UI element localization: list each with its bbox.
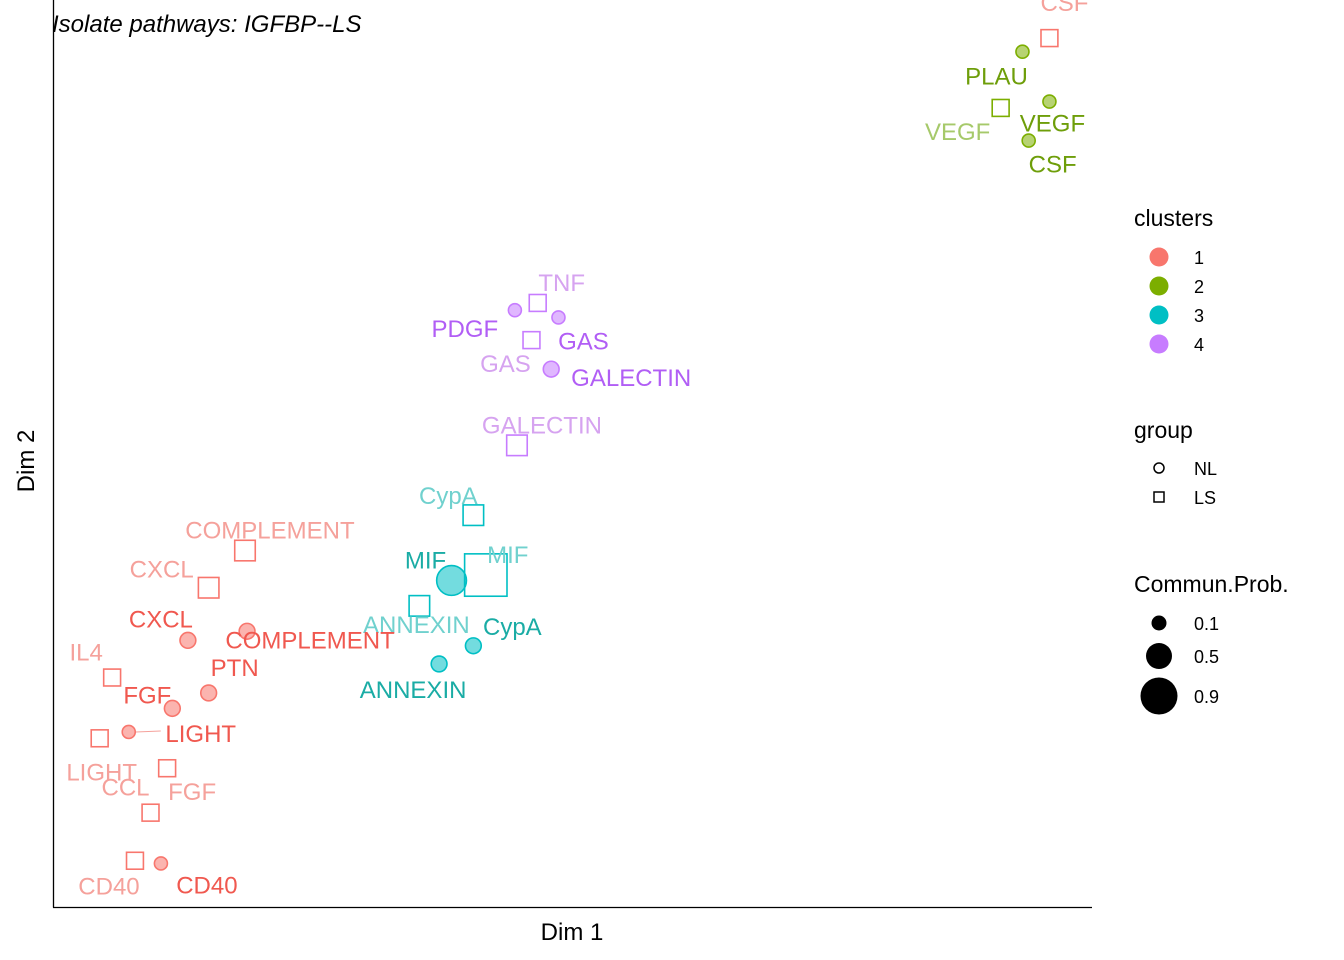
point-label: TNF	[538, 270, 585, 297]
point-csf-ls	[1040, 28, 1059, 48]
point-label: LIGHT	[66, 759, 137, 786]
point-label: GALECTIN	[571, 365, 691, 392]
legend-size-label: 0.1	[1194, 614, 1219, 634]
point-fgf-ls	[157, 758, 177, 778]
point-pdgf-nl	[507, 302, 523, 318]
legend-cluster-swatch	[1149, 247, 1169, 267]
point-tnf-ls	[528, 293, 547, 313]
point-plau-nl	[1015, 44, 1030, 59]
point-label: CypA	[419, 483, 478, 510]
point-galectin-nl	[542, 360, 560, 378]
point-label: IL4	[69, 640, 102, 667]
legend-cluster-label: 1	[1194, 248, 1204, 268]
point-label: VEGF	[925, 119, 990, 146]
point-mif-nl	[435, 564, 468, 597]
y-axis-label: Dim 2	[13, 430, 40, 493]
point-label: CXCL	[129, 606, 193, 633]
point-label: CCL	[102, 775, 150, 802]
plot-marks	[90, 28, 1059, 871]
point-label: GALECTIN	[482, 412, 602, 439]
legend-size-title: Commun.Prob.	[1134, 571, 1289, 597]
point-annexin-nl	[430, 655, 448, 673]
plot-labels: CSF PLAU VEGF VEGF CSF TNF PDGF GAS GAS GALECTIN G…	[66, 0, 1088, 901]
point-cypa-nl	[464, 637, 483, 655]
point-complement-ls	[233, 539, 257, 562]
legend-size-swatch	[1140, 677, 1178, 715]
legend-size-label: 0.5	[1194, 647, 1219, 667]
point-label: PTN	[211, 655, 259, 682]
legend-group-label: LS	[1194, 488, 1216, 508]
legend-group-square-icon	[1153, 491, 1165, 503]
legend-group-circle-icon	[1153, 462, 1165, 474]
point-label: MIF	[405, 547, 446, 574]
legend: clusters 1 2 3 4 group NL LS Commun.Prob. 0.…	[1134, 205, 1289, 715]
point-label: CSF	[1029, 152, 1077, 179]
point-label: MIF	[487, 542, 528, 569]
legend-cluster-label: 3	[1194, 306, 1204, 326]
point-label: COMPLEMENT	[225, 627, 395, 654]
point-label: PDGF	[432, 316, 499, 343]
legend-group-label: NL	[1194, 459, 1217, 479]
legend-cluster-swatch	[1149, 276, 1169, 296]
point-label: PLAU	[965, 64, 1028, 91]
legend-size-swatch	[1146, 643, 1172, 669]
label-connector	[135, 730, 161, 733]
point-label: LIGHT	[165, 721, 236, 748]
legend-cluster-swatch	[1149, 334, 1169, 354]
point-label: FGF	[168, 779, 216, 806]
point-label: FGF	[123, 682, 171, 709]
legend-size-swatch	[1151, 615, 1167, 631]
chart-title: Isolate pathways: IGFBP--LS	[52, 11, 361, 38]
point-label: CD40	[78, 874, 139, 901]
legend-clusters-title: clusters	[1134, 205, 1213, 231]
point-complement-nl	[238, 622, 256, 640]
point-annexin-ls	[408, 594, 431, 617]
point-label: CXCL	[130, 557, 194, 584]
point-galectin-ls	[505, 434, 529, 457]
point-label: GAS	[480, 351, 531, 378]
point-csf-nl	[1021, 133, 1036, 148]
point-cd40-nl	[153, 856, 169, 871]
point-ptn-nl	[199, 684, 218, 702]
point-ccl-ls	[141, 803, 160, 822]
point-light-nl	[121, 724, 137, 740]
x-axis-label: Dim 1	[541, 919, 604, 946]
point-gas-nl	[551, 310, 566, 325]
point-cypa-ls	[462, 504, 485, 527]
legend-size-label: 0.9	[1194, 687, 1219, 707]
legend-cluster-swatch	[1149, 305, 1169, 325]
legend-cluster-label: 4	[1194, 335, 1204, 355]
point-cxcl-nl	[179, 631, 197, 650]
point-label: COMPLEMENT	[185, 518, 355, 545]
legend-groups: NL LS	[1153, 459, 1217, 508]
point-gas-ls	[522, 330, 541, 350]
point-il4-ls	[102, 668, 122, 687]
point-fgf-nl	[163, 699, 182, 718]
point-label: CypA	[483, 614, 542, 641]
point-cxcl-ls	[197, 576, 220, 599]
point-label: ANNEXIN	[360, 677, 467, 704]
axes	[52, 0, 1092, 909]
legend-sizes: 0.1 0.5 0.9	[1140, 614, 1219, 715]
point-label: CD40	[176, 872, 237, 899]
point-vegf-nl	[1042, 94, 1057, 109]
point-cd40-ls	[125, 851, 145, 870]
point-label: ANNEXIN	[363, 612, 470, 639]
point-label: GAS	[558, 328, 609, 355]
point-vegf-ls	[991, 98, 1010, 118]
legend-clusters: 1 2 3 4	[1149, 247, 1204, 355]
point-light-ls	[90, 729, 109, 748]
point-label: CSF	[1040, 0, 1088, 17]
point-mif-ls	[463, 553, 508, 598]
legend-cluster-label: 2	[1194, 277, 1204, 297]
point-label: VEGF	[1020, 111, 1085, 138]
legend-group-title: group	[1134, 417, 1193, 443]
